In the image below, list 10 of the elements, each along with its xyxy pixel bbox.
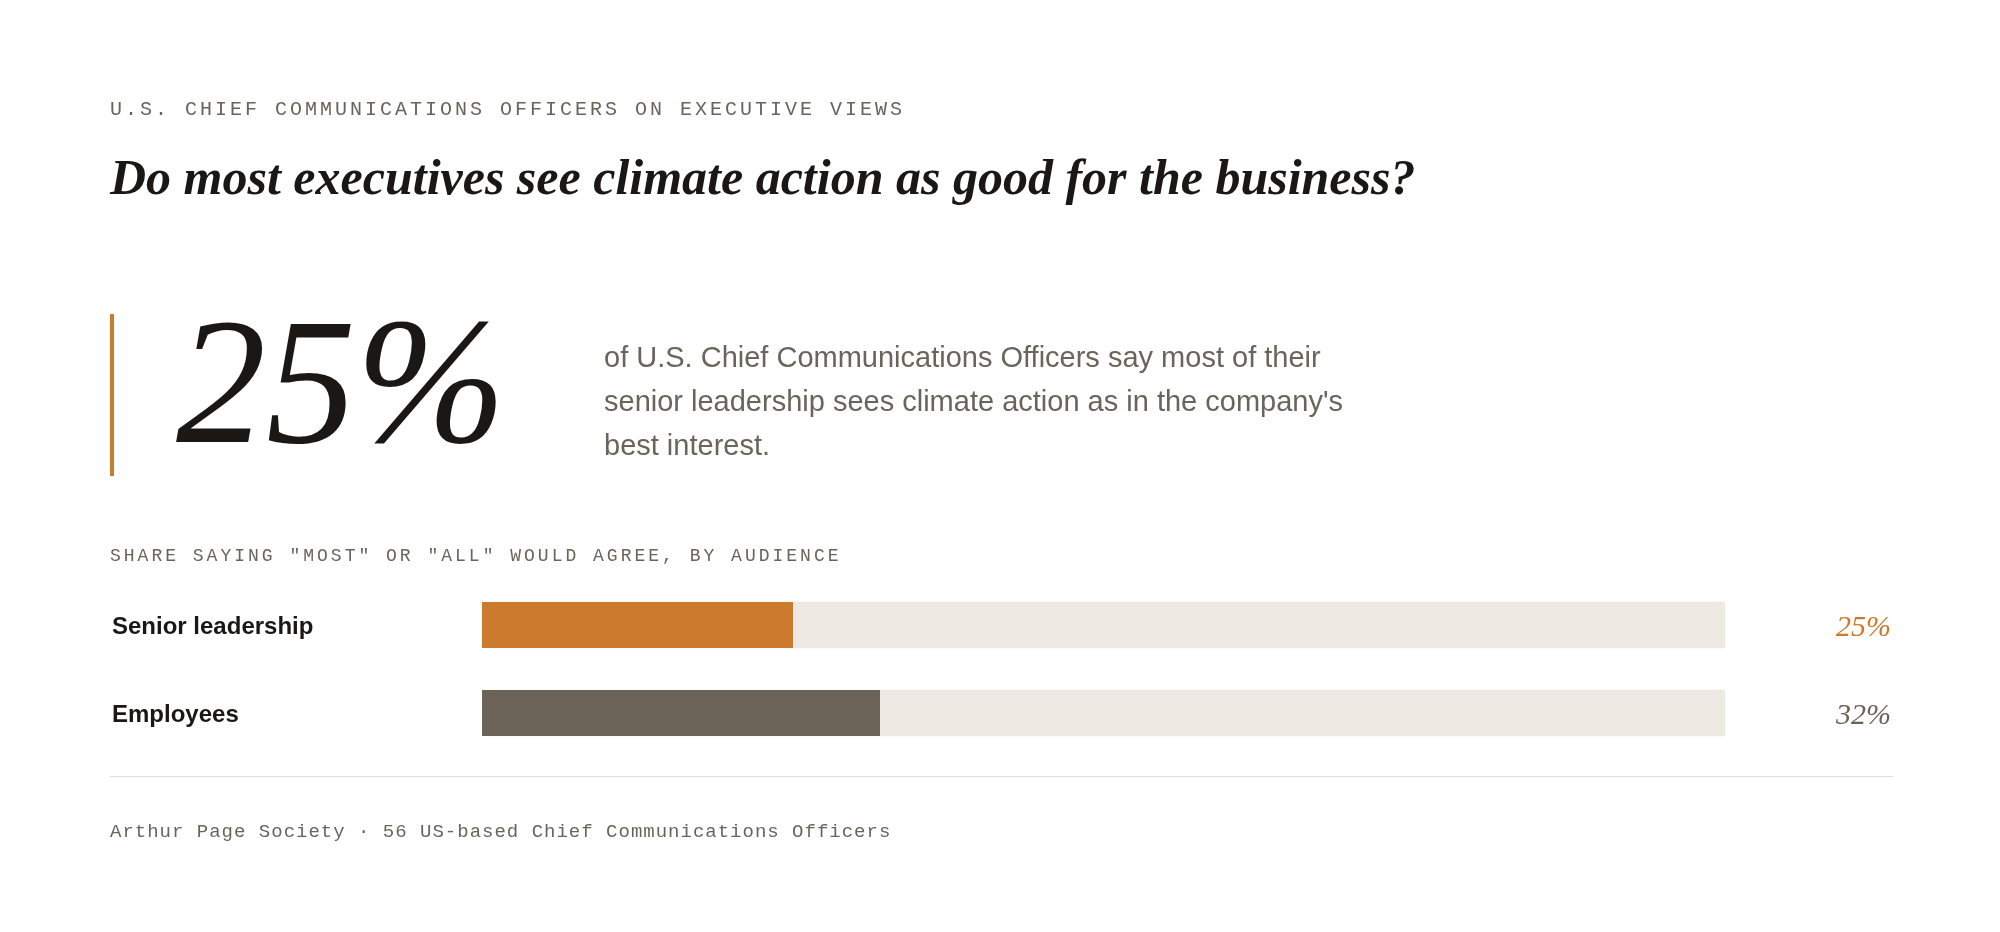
data-label: 25%	[1836, 609, 1891, 642]
chart-subtitle: U.S. CHIEF COMMUNICATIONS OFFICERS ON EXECUTIVE VIEWS	[110, 98, 906, 121]
text: Arthur Page Society · 56 US-based Chief Communications Officers	[110, 821, 892, 843]
text: 25%	[176, 282, 506, 481]
chart-title: Do most executives see climate action as good for the business?	[110, 148, 1416, 206]
text: of U.S. Chief Communications Officers say most of their senior leadership sees climate action as in the company's best interest.	[604, 340, 1344, 463]
y-tick-label: Senior leadership	[112, 612, 314, 639]
text: SHARE SAYING "MOST" OR "ALL" WOULD AGREE, BY AUDIENCE	[110, 546, 842, 566]
data-label: 32%	[1835, 697, 1891, 730]
y-tick-label: Employees	[112, 700, 239, 727]
